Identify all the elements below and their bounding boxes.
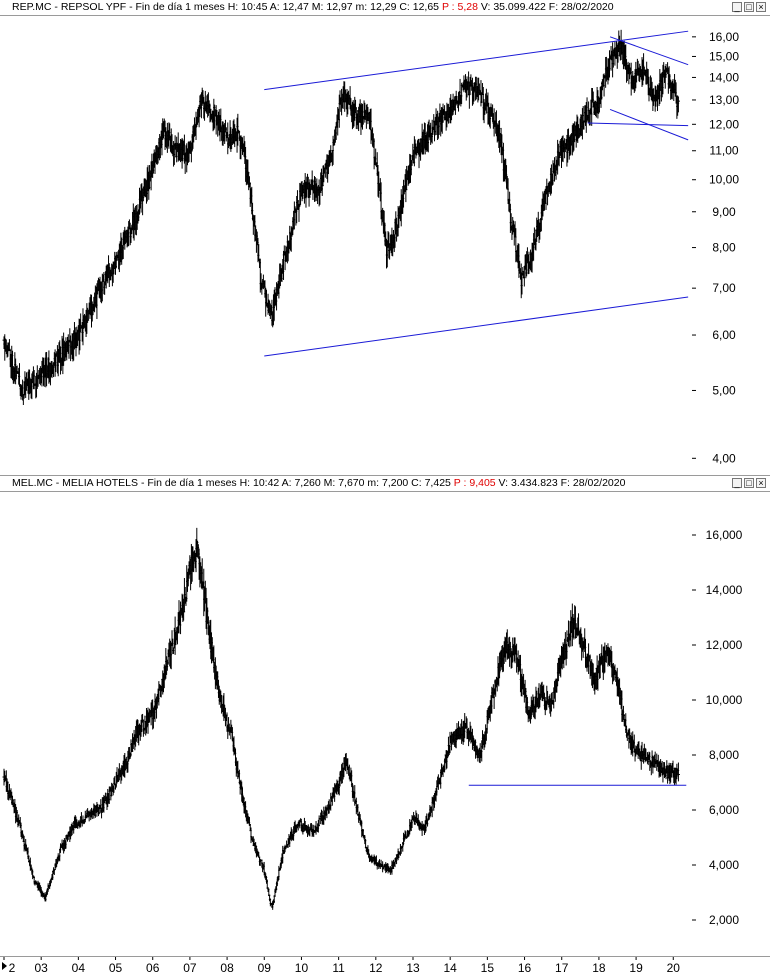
x-tick-label: 08 <box>220 961 234 975</box>
repsol-ytick-label: 9,00 <box>712 205 736 219</box>
repsol-title-bar: REP.MC - REPSOL YPF - Fin de día 1 meses… <box>0 0 770 16</box>
repsol-close-button[interactable]: × <box>756 2 766 12</box>
repsol-ytick-label: 11,00 <box>709 144 738 158</box>
repsol-candle <box>676 96 680 113</box>
repsol-ytick-label: 8,00 <box>712 241 736 255</box>
repsol-ytick-label: 4,00 <box>712 451 736 465</box>
x-tick-label: 14 <box>443 961 457 975</box>
melia-ytick-label: 10,000 <box>706 693 743 707</box>
x-tick-label: 15 <box>481 961 495 975</box>
repsol-chart-panel: REP.MC - REPSOL YPF - Fin de día 1 meses… <box>0 0 770 475</box>
melia-ytick-label: 2,000 <box>709 913 739 927</box>
melia-price-change: P : 9,405 <box>453 477 496 489</box>
repsol-ytick-label: 10,00 <box>709 173 739 187</box>
melia-close-button[interactable]: × <box>756 478 766 488</box>
scroll-left-icon[interactable] <box>2 962 7 970</box>
repsol-ytick-label: 7,00 <box>712 281 736 295</box>
x-tick-label: 18 <box>592 961 606 975</box>
melia-ytick-label: 14,000 <box>706 583 743 597</box>
x-tick-label: 17 <box>555 961 569 975</box>
repsol-trendline[interactable] <box>264 30 689 91</box>
repsol-ytick-label: 6,00 <box>712 328 736 342</box>
melia-ytick-label: 12,000 <box>706 638 743 652</box>
repsol-candles <box>2 29 680 406</box>
x-tick-label: 16 <box>518 961 532 975</box>
x-tick-label: 07 <box>183 961 197 975</box>
repsol-trendline[interactable] <box>587 122 689 127</box>
melia-candlestick-plot: 2,000 4,000 6,000 8,000 10,000 12,000 14,000 16… <box>2 527 743 927</box>
melia-ytick-label: 8,000 <box>709 748 739 762</box>
repsol-ytick-label: 16,00 <box>709 30 739 44</box>
x-tick-label: 04 <box>72 961 86 975</box>
x-tick-label: 10 <box>295 961 309 975</box>
x-tick-label: 09 <box>258 961 272 975</box>
melia-candles <box>2 527 680 910</box>
repsol-ytick-label: 13,00 <box>709 93 739 107</box>
repsol-title: REP.MC - REPSOL YPF - Fin de día 1 meses… <box>12 1 614 13</box>
x-tick-label: 19 <box>629 961 643 975</box>
melia-chart-panel: MEL.MC - MELIA HOTELS - Fin de día 1 mes… <box>0 475 770 957</box>
x-tick-label: 12 <box>369 961 383 975</box>
repsol-ytick-label: 14,00 <box>709 70 739 84</box>
x-tick-label: 06 <box>146 961 160 975</box>
x-tick-label: 13 <box>406 961 420 975</box>
x-tick-label: 20 <box>667 961 681 975</box>
melia-maximize-button[interactable]: □ <box>744 478 754 488</box>
repsol-ytick-label: 5,00 <box>712 383 736 397</box>
repsol-price-change: P : 5,28 <box>441 1 478 13</box>
repsol-trendline[interactable] <box>609 36 689 66</box>
x-tick-label: 03 <box>35 961 49 975</box>
repsol-ytick-label: 12,00 <box>709 117 739 131</box>
melia-ytick-label: 4,000 <box>709 858 739 872</box>
x-axis: 2 03 04 05 06 07 08 09 10 11 12 13 14 15 16 17 18 19 20 <box>0 956 770 976</box>
melia-minimize-button[interactable]: _ <box>732 478 742 488</box>
melia-ytick-label: 6,000 <box>709 803 739 817</box>
repsol-ytick-label: 15,00 <box>709 49 739 63</box>
repsol-candlestick-plot: 4,00 5,00 6,00 7,00 8,00 9,00 10,00 11,00 12,00 1… <box>2 29 739 465</box>
melia-title: MEL.MC - MELIA HOTELS - Fin de día 1 mes… <box>12 477 626 489</box>
repsol-maximize-button[interactable]: □ <box>744 2 754 12</box>
melia-title-bar: MEL.MC - MELIA HOTELS - Fin de día 1 mes… <box>0 476 770 492</box>
repsol-trendline[interactable] <box>264 296 689 357</box>
x-tick-label: 05 <box>109 961 123 975</box>
repsol-minimize-button[interactable]: _ <box>732 2 742 12</box>
x-tick-label: 11 <box>332 961 345 975</box>
x-tick-label: 2 <box>9 961 16 975</box>
melia-ytick-label: 16,000 <box>706 528 743 542</box>
melia-candle <box>676 762 680 782</box>
